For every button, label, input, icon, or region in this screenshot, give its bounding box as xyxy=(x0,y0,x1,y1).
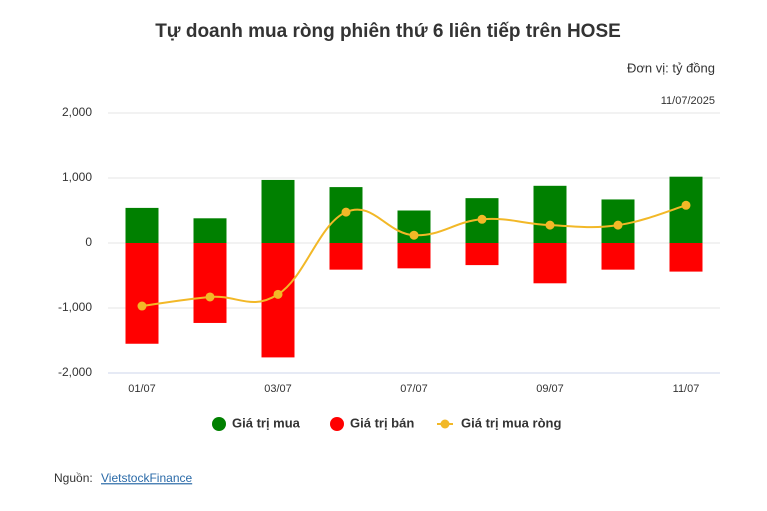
net-point xyxy=(205,292,215,302)
date: 11/07/2025 xyxy=(661,95,715,107)
legend-label[interactable]: Giá trị bán xyxy=(350,415,414,430)
net-point xyxy=(545,220,555,230)
net-point xyxy=(137,301,147,311)
legend-marker xyxy=(212,417,226,431)
y-tick-label: 1,000 xyxy=(62,170,92,184)
net-point xyxy=(477,214,487,224)
bar xyxy=(669,243,703,272)
net-point xyxy=(409,230,419,240)
bar xyxy=(193,243,227,323)
y-tick-label: 2,000 xyxy=(62,105,92,119)
bar xyxy=(601,243,635,270)
y-tick-label: -2,000 xyxy=(58,365,92,379)
bar xyxy=(397,243,431,269)
bar xyxy=(125,207,159,243)
net-point xyxy=(341,207,351,217)
x-tick-label: 11/07 xyxy=(673,383,700,395)
legend-label[interactable]: Giá trị mua ròng xyxy=(461,415,561,430)
legend-marker xyxy=(440,419,450,429)
bar xyxy=(465,243,499,266)
source-label: Nguồn: xyxy=(54,471,93,485)
unit: Đơn vị: tỷ đồng xyxy=(627,60,715,75)
legend-label[interactable]: Giá trị mua xyxy=(232,415,301,430)
bar xyxy=(329,243,363,270)
y-tick-label: -1,000 xyxy=(58,300,92,314)
x-tick-label: 01/07 xyxy=(128,383,156,395)
legend-marker xyxy=(330,417,344,431)
x-tick-label: 07/07 xyxy=(400,383,428,395)
y-tick-label: 0 xyxy=(85,235,92,249)
bar xyxy=(125,243,159,344)
chart-title: Tự doanh mua ròng phiên thứ 6 liên tiếp … xyxy=(155,21,621,42)
bar xyxy=(193,218,227,243)
net-point xyxy=(681,200,691,210)
x-tick-label: 03/07 xyxy=(264,383,292,395)
bar xyxy=(533,243,567,284)
bar xyxy=(261,179,295,243)
x-tick-label: 09/07 xyxy=(536,383,564,395)
bar xyxy=(533,185,567,243)
net-point xyxy=(613,220,623,230)
source-link[interactable]: VietstockFinance xyxy=(101,471,192,485)
net-point xyxy=(273,289,283,299)
